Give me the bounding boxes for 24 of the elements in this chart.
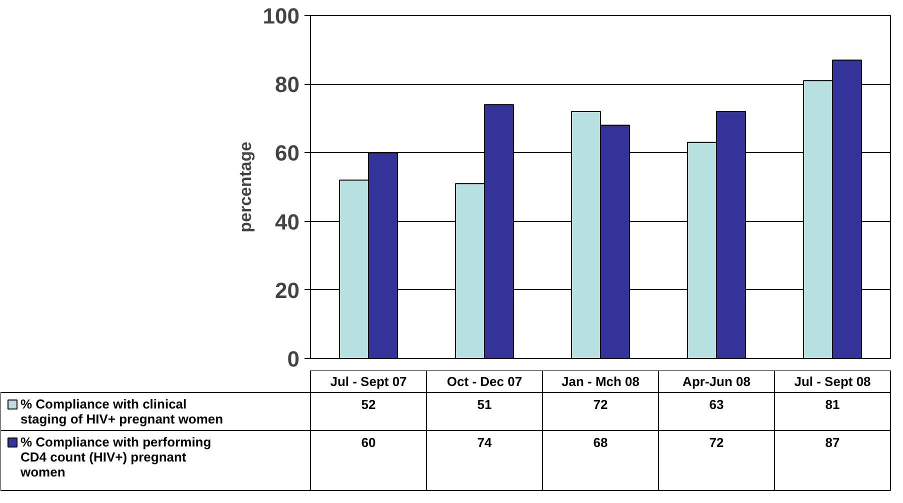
data-label: 74 [477,435,492,450]
y-tick-label: 20 [275,278,300,303]
y-tick-label: 60 [275,140,300,166]
y-tick-label: 80 [275,72,300,98]
legend-label: % Compliance with performing CD4 count (HIV+) pregnant women [20,434,212,480]
data-label: 63 [709,397,724,412]
x-tick-label: Jul - Sept 08 [794,374,871,389]
data-label: 72 [593,397,608,412]
y-tick-label: 40 [275,209,300,234]
data-label: 52 [361,397,376,412]
data-label: 72 [709,435,724,450]
x-tick-label: Jul - Sept 07 [330,374,407,389]
y-tick-label: 100 [262,4,300,28]
data-label: 68 [593,435,608,450]
x-tick-label: Apr-Jun 08 [682,374,750,389]
y-tick-label: 0 [287,346,300,372]
x-tick-label: Oct - Dec 07 [446,374,522,389]
y-axis-title: percentage [236,142,255,232]
x-tick-label: Jan - Mch 08 [561,374,640,389]
data-label: 81 [825,397,840,412]
data-label: 60 [361,435,376,450]
legend-label: % Compliance with clinical staging of HIV+ pregnant women [20,396,224,426]
data-label: 87 [825,435,840,450]
data-label: 51 [477,397,492,412]
